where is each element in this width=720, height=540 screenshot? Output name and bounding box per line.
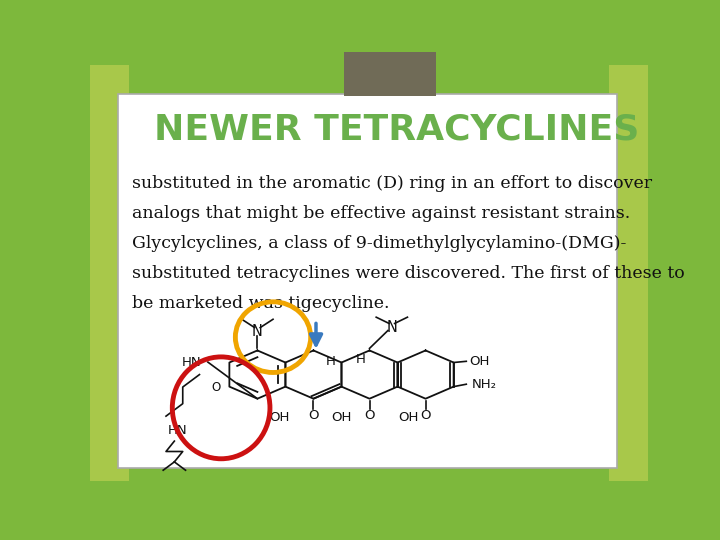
Text: substituted in the aromatic (D) ring in an effort to discover: substituted in the aromatic (D) ring in … (132, 175, 652, 192)
Bar (609, 65, 648, 481)
Text: analogs that might be effective against resistant strains.: analogs that might be effective against … (132, 205, 630, 222)
Text: O: O (308, 409, 319, 422)
Text: O: O (212, 381, 221, 394)
Text: OH: OH (269, 411, 290, 424)
Bar (90, 65, 129, 481)
Text: substituted tetracyclines were discovered. The first of these to: substituted tetracyclines were discovere… (132, 265, 685, 282)
Text: be marketed was tigecycline.: be marketed was tigecycline. (132, 295, 390, 312)
Text: HN: HN (167, 424, 187, 437)
Text: NH₂: NH₂ (472, 377, 497, 391)
Text: OH: OH (399, 411, 419, 424)
Bar (344, 52, 436, 96)
Text: H: H (325, 355, 336, 368)
Text: N: N (387, 320, 397, 335)
Text: H: H (356, 353, 366, 366)
Text: HN: HN (181, 356, 201, 369)
Text: OH: OH (469, 355, 490, 368)
Text: O: O (364, 409, 375, 422)
Text: NEWER TETRACYCLINES: NEWER TETRACYCLINES (154, 112, 639, 146)
Text: N: N (252, 324, 263, 339)
Text: Glycylcyclines, a class of 9-dimethylglycylamino-(DMG)-: Glycylcyclines, a class of 9-dimethylgly… (132, 235, 626, 252)
FancyBboxPatch shape (118, 94, 617, 468)
Text: O: O (420, 409, 431, 422)
Text: OH: OH (331, 411, 351, 424)
